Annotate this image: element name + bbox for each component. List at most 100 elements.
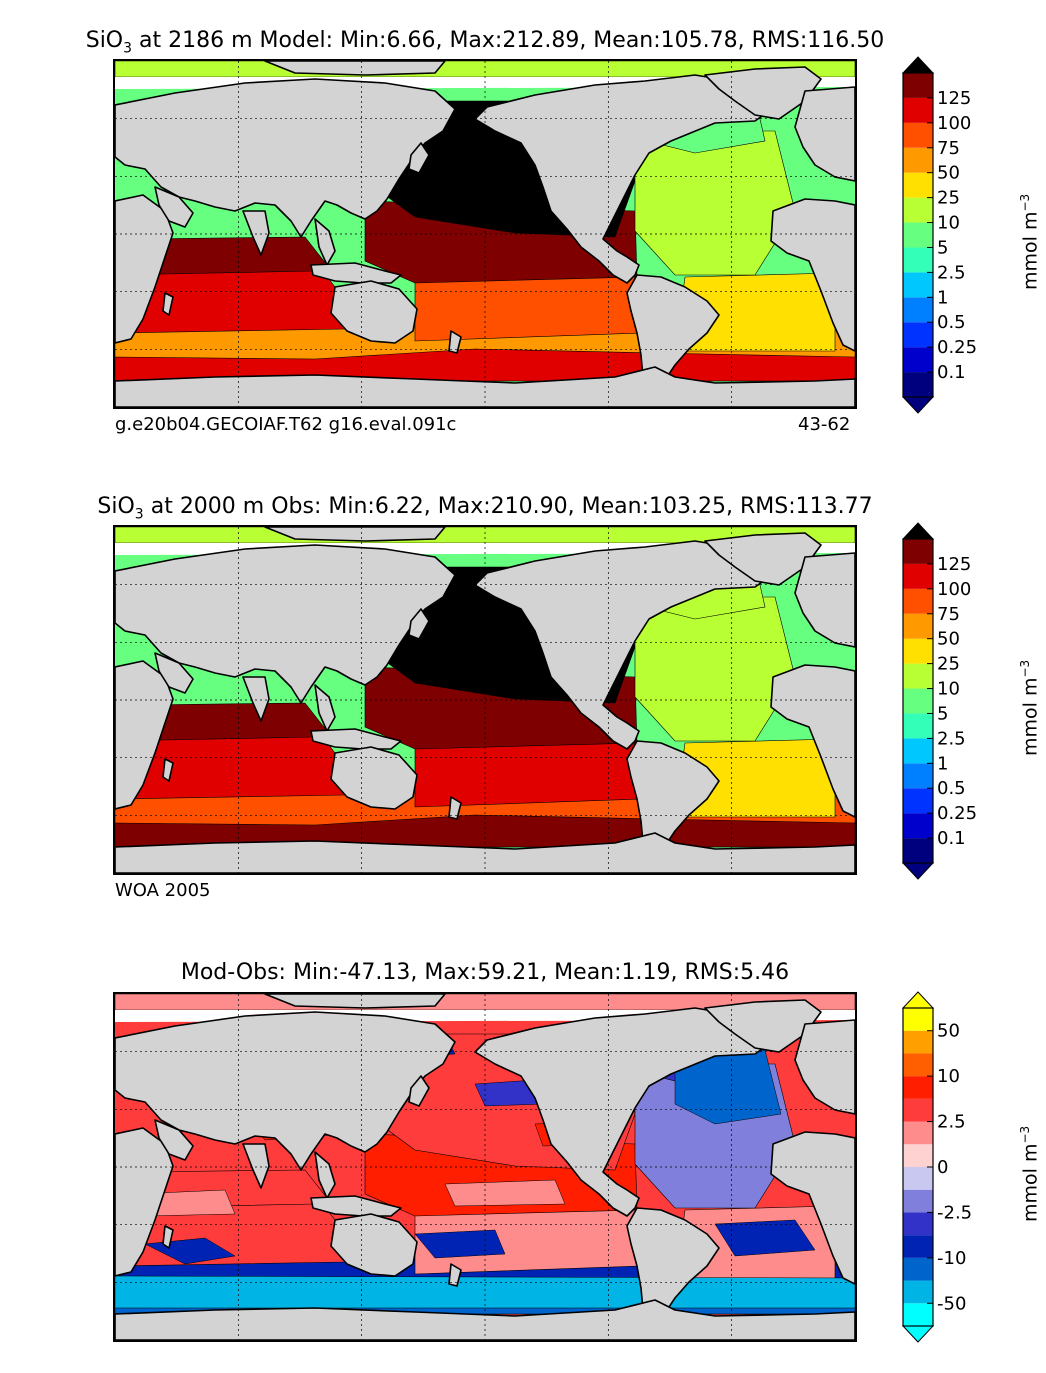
land-india-peninsula (242, 1143, 270, 1189)
colorbar-frame (902, 72, 934, 398)
colorbar-swatch (903, 1257, 933, 1281)
colorbar-tick-label: 0.1 (937, 362, 966, 383)
colorbar-swatch (903, 1008, 933, 1031)
colorbar-swatch (903, 813, 933, 839)
land-japan (408, 142, 430, 174)
land-india-peninsula (242, 210, 270, 256)
colorbar-tick-label: 0.5 (937, 778, 966, 799)
land-japan (408, 1075, 430, 1107)
colorbar-swatch (903, 97, 933, 123)
colorbar-swatch (903, 122, 933, 148)
diff-unit-text: mmol m (1019, 1143, 1042, 1222)
colorbar-swatch (903, 1030, 933, 1054)
obs-source-label: WOA 2005 (115, 880, 211, 901)
colorbar-tick-label: 125 (937, 554, 971, 575)
land-indonesia (310, 728, 402, 750)
colorbar-swatch (903, 838, 933, 863)
region-atlantic-north (634, 596, 796, 742)
colorbar-tick-label: 1 (937, 753, 948, 774)
colorbar-swatch (903, 1144, 933, 1167)
land-australia (330, 280, 418, 344)
land-africa-west (770, 198, 855, 352)
colorbar-tick-label: 0.1 (937, 828, 966, 849)
colorbar-swatch (903, 663, 933, 689)
land-greenland (704, 999, 822, 1053)
colorbar-swatch (903, 563, 933, 589)
diff-colorbar-unit: mmol m−3 (1018, 1126, 1041, 1222)
colorbar-tick-label: 0 (937, 1157, 948, 1178)
land-arabia (154, 1119, 194, 1161)
colorbar-swatch (903, 1212, 933, 1236)
colorbar-tick-label: 5 (937, 703, 948, 724)
colorbar-tick-label: -2.5 (937, 1202, 972, 1223)
diff-title: Mod-Obs: Min:-47.13, Max:59.21, Mean:1.1… (180, 960, 790, 985)
obs-unit-text: mmol m (1019, 677, 1042, 756)
diff-patch-mild-1 (444, 1179, 566, 1207)
land-africa-west (770, 1131, 855, 1285)
land-madagascar (162, 758, 174, 782)
colorbar-tick-label: 10 (937, 679, 960, 700)
obs-unit-exponent: −3 (1018, 659, 1032, 678)
land-southeast-asia (314, 1151, 336, 1199)
model-colorbar: 0.1 0.25 0.5 1 2.5 5 10 25 50 75 100 125 (895, 56, 995, 414)
land-indonesia (310, 262, 402, 284)
colorbar-tick-label: 10 (937, 1066, 960, 1087)
colorbar-swatch (903, 1076, 933, 1099)
land-arctic-islands (264, 61, 446, 76)
colorbar-tick-label: -50 (937, 1293, 966, 1314)
colorbar-tick-label: 0.5 (937, 312, 966, 333)
colorbar-tick-label: 125 (937, 88, 971, 109)
land-greenland (704, 532, 822, 586)
land-africa-west (770, 664, 855, 818)
colorbar-tick-label: 25 (937, 188, 960, 209)
colorbar-swatch (903, 372, 933, 397)
model-case-label: g.e20b04.GECOIAF.T62 g16.eval.091c (115, 414, 457, 435)
land-north-america (474, 1007, 776, 1217)
colorbar-extend-max (901, 56, 935, 74)
colorbar-swatch (903, 1121, 933, 1145)
colorbar-swatch (903, 197, 933, 223)
colorbar-tick-label: 2.5 (937, 1112, 966, 1133)
model-title-subscript: 3 (123, 40, 133, 57)
colorbar-tick-label: 1 (937, 287, 948, 308)
colorbar-tick-label: 10 (937, 213, 960, 234)
land-australia (330, 1213, 418, 1277)
land-southeast-asia (314, 218, 336, 266)
colorbar-tick-label: -10 (937, 1248, 966, 1269)
land-arabia (154, 652, 194, 694)
land-africa (115, 194, 174, 344)
obs-title-species: SiO (97, 494, 135, 519)
colorbar-swatch (903, 713, 933, 739)
colorbar-swatch (903, 738, 933, 764)
colorbar-tick-label: 100 (937, 579, 971, 600)
land-japan (408, 608, 430, 640)
land-new-zealand (448, 796, 462, 820)
colorbar-swatch (903, 347, 933, 373)
land-arctic-islands (264, 994, 446, 1009)
land-greenland (704, 66, 822, 120)
land-madagascar (162, 1225, 174, 1249)
colorbar-swatch (903, 1189, 933, 1213)
obs-colorbar-unit: mmol m−3 (1018, 660, 1041, 756)
colorbar-swatch (903, 172, 933, 198)
colorbar-swatch (903, 613, 933, 639)
colorbar-swatch (903, 272, 933, 298)
land-north-america (474, 540, 776, 750)
colorbar-tick-label: 75 (937, 604, 960, 625)
model-unit-exponent: −3 (1018, 193, 1032, 212)
colorbar-tick-label: 2.5 (937, 262, 966, 283)
model-colorbar-unit: mmol m−3 (1018, 194, 1041, 290)
diff-colorbar: -50 -10 -2.5 0 2.5 10 50 (895, 991, 995, 1343)
colorbar-tick-label: 50 (937, 629, 960, 650)
obs-map (113, 525, 857, 875)
colorbar-tick-label: 50 (937, 1021, 960, 1042)
colorbar-extend-min (901, 862, 935, 880)
colorbar-frame (902, 538, 934, 864)
colorbar-swatch (903, 147, 933, 173)
colorbar-swatch (903, 1235, 933, 1258)
colorbar-extend-max (901, 522, 935, 540)
model-map (113, 59, 857, 409)
colorbar-swatch (903, 247, 933, 273)
colorbar-swatch (903, 539, 933, 564)
colorbar-swatch (903, 1280, 933, 1304)
